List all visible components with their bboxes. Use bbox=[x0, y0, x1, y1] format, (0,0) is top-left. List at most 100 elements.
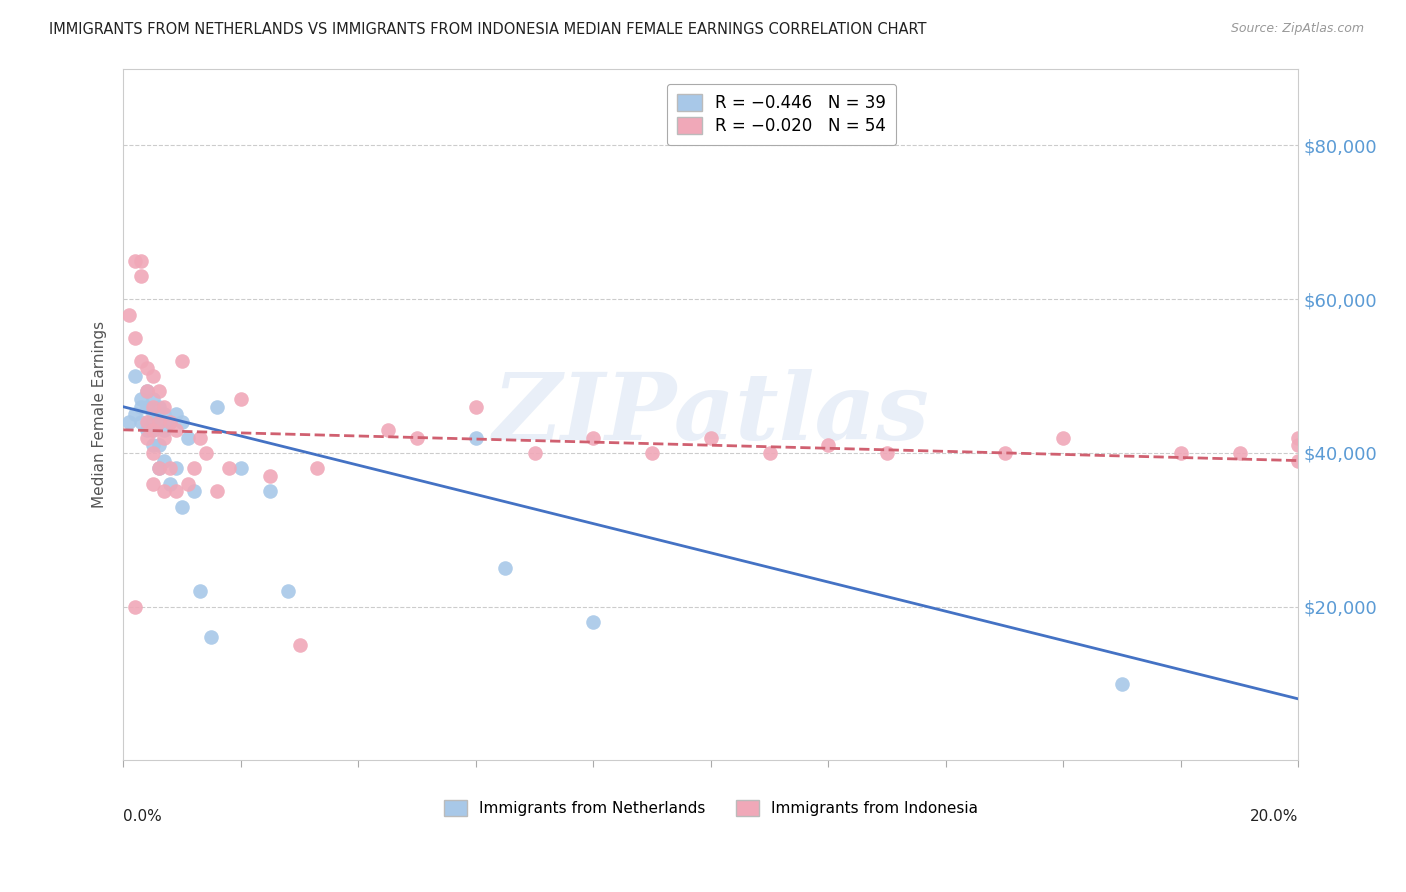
Point bbox=[129, 415, 152, 429]
Point bbox=[207, 400, 229, 414]
Point bbox=[817, 438, 839, 452]
Point bbox=[142, 415, 165, 429]
Point bbox=[124, 253, 146, 268]
Point bbox=[188, 430, 211, 444]
Point bbox=[135, 384, 157, 399]
Point bbox=[377, 423, 399, 437]
Point bbox=[124, 408, 146, 422]
Point bbox=[464, 400, 486, 414]
Legend: Immigrants from Netherlands, Immigrants from Indonesia: Immigrants from Netherlands, Immigrants … bbox=[437, 794, 984, 822]
Point bbox=[165, 423, 187, 437]
Point bbox=[159, 415, 181, 429]
Point bbox=[159, 461, 181, 475]
Point bbox=[148, 461, 170, 475]
Point bbox=[142, 392, 165, 406]
Point bbox=[135, 415, 157, 429]
Point bbox=[142, 423, 165, 437]
Point bbox=[129, 269, 152, 284]
Point bbox=[1170, 446, 1192, 460]
Text: Source: ZipAtlas.com: Source: ZipAtlas.com bbox=[1230, 22, 1364, 36]
Point bbox=[1286, 438, 1309, 452]
Point bbox=[170, 353, 193, 368]
Point bbox=[194, 446, 217, 460]
Point bbox=[129, 400, 152, 414]
Point bbox=[188, 584, 211, 599]
Point bbox=[277, 584, 299, 599]
Point bbox=[148, 415, 170, 429]
Text: 20.0%: 20.0% bbox=[1250, 809, 1298, 824]
Point bbox=[153, 423, 176, 437]
Point bbox=[148, 384, 170, 399]
Point bbox=[142, 438, 165, 452]
Point bbox=[200, 631, 222, 645]
Point bbox=[148, 415, 170, 429]
Point bbox=[307, 461, 329, 475]
Point bbox=[582, 430, 605, 444]
Point bbox=[1286, 430, 1309, 444]
Point bbox=[641, 446, 664, 460]
Point bbox=[207, 484, 229, 499]
Point bbox=[124, 599, 146, 614]
Point bbox=[148, 400, 170, 414]
Point bbox=[876, 446, 898, 460]
Point bbox=[135, 384, 157, 399]
Point bbox=[1229, 446, 1251, 460]
Point bbox=[135, 361, 157, 376]
Point bbox=[118, 308, 141, 322]
Point bbox=[165, 408, 187, 422]
Point bbox=[170, 415, 193, 429]
Point bbox=[1052, 430, 1074, 444]
Point bbox=[523, 446, 546, 460]
Point bbox=[118, 415, 141, 429]
Point bbox=[183, 484, 205, 499]
Y-axis label: Median Female Earnings: Median Female Earnings bbox=[93, 321, 107, 508]
Point bbox=[288, 638, 311, 652]
Point bbox=[142, 423, 165, 437]
Point bbox=[218, 461, 240, 475]
Point bbox=[165, 484, 187, 499]
Point bbox=[135, 400, 157, 414]
Point bbox=[129, 253, 152, 268]
Point bbox=[464, 430, 486, 444]
Point bbox=[159, 476, 181, 491]
Point bbox=[148, 461, 170, 475]
Point bbox=[494, 561, 516, 575]
Point bbox=[259, 484, 281, 499]
Point bbox=[229, 392, 252, 406]
Point bbox=[153, 484, 176, 499]
Point bbox=[406, 430, 429, 444]
Point bbox=[177, 430, 200, 444]
Point bbox=[129, 392, 152, 406]
Text: ZIPatlas: ZIPatlas bbox=[492, 369, 929, 459]
Point bbox=[153, 400, 176, 414]
Point bbox=[135, 423, 157, 437]
Point bbox=[153, 408, 176, 422]
Point bbox=[259, 469, 281, 483]
Point bbox=[124, 330, 146, 344]
Point bbox=[1111, 676, 1133, 690]
Point bbox=[153, 453, 176, 467]
Text: 0.0%: 0.0% bbox=[124, 809, 162, 824]
Point bbox=[153, 430, 176, 444]
Point bbox=[142, 369, 165, 384]
Point bbox=[142, 408, 165, 422]
Point bbox=[700, 430, 723, 444]
Point bbox=[758, 446, 780, 460]
Point bbox=[142, 476, 165, 491]
Point bbox=[582, 615, 605, 629]
Point bbox=[159, 415, 181, 429]
Text: IMMIGRANTS FROM NETHERLANDS VS IMMIGRANTS FROM INDONESIA MEDIAN FEMALE EARNINGS : IMMIGRANTS FROM NETHERLANDS VS IMMIGRANT… bbox=[49, 22, 927, 37]
Point bbox=[183, 461, 205, 475]
Point bbox=[142, 400, 165, 414]
Point bbox=[142, 446, 165, 460]
Point bbox=[177, 476, 200, 491]
Point bbox=[135, 430, 157, 444]
Point bbox=[229, 461, 252, 475]
Point bbox=[129, 353, 152, 368]
Point bbox=[993, 446, 1015, 460]
Point bbox=[170, 500, 193, 514]
Point bbox=[165, 461, 187, 475]
Point bbox=[1286, 453, 1309, 467]
Point bbox=[124, 369, 146, 384]
Point bbox=[148, 438, 170, 452]
